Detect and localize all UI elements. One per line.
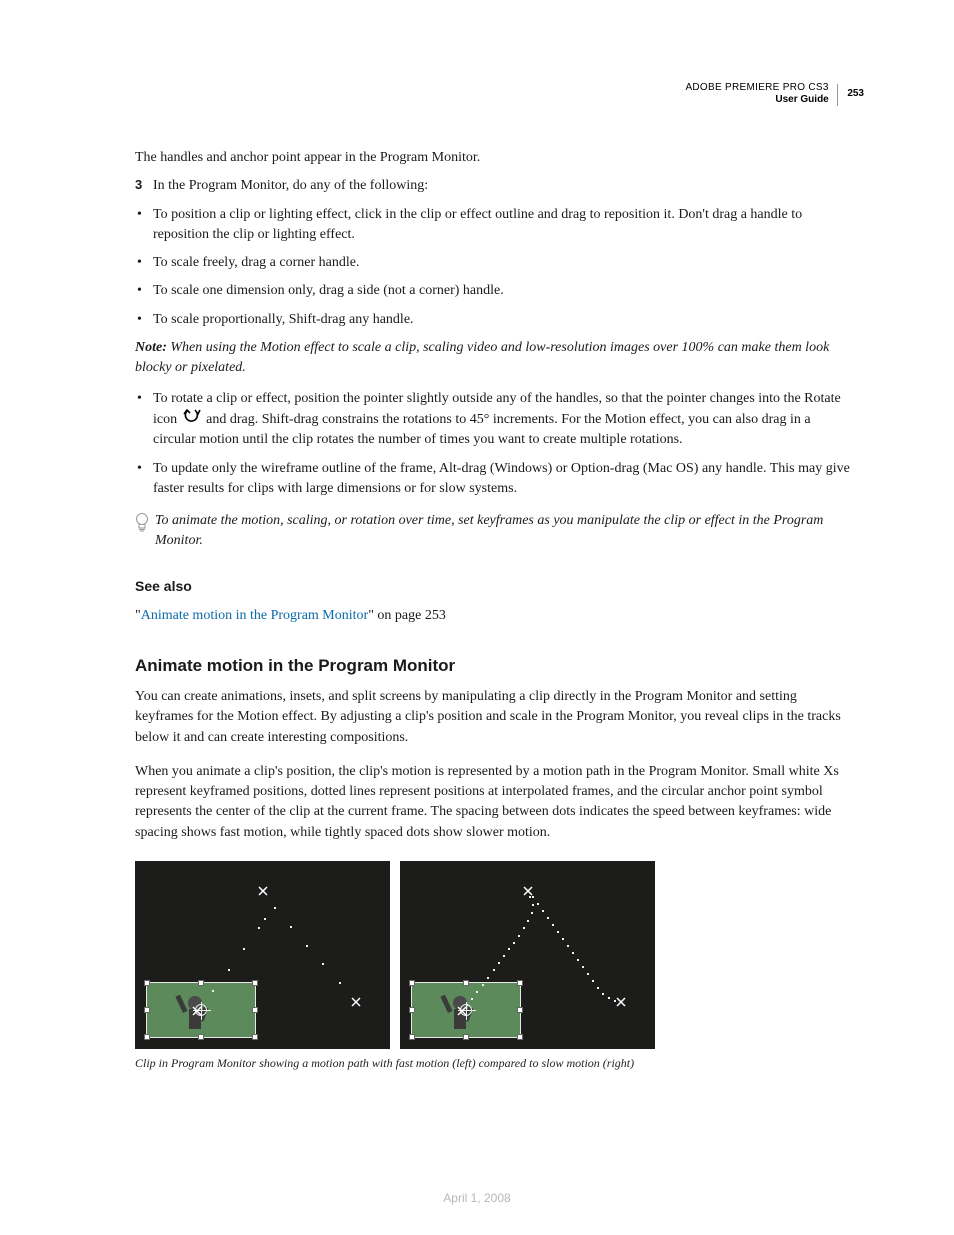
bullet-mark: • <box>135 253 153 273</box>
page-header: ADOBE PREMIERE PRO CS3 User Guide 253 <box>685 82 864 105</box>
header-divider <box>837 84 838 106</box>
motion-path-slow <box>400 861 655 1049</box>
intro-paragraph: The handles and anchor point appear in t… <box>135 148 855 168</box>
note-block: Note: When using the Motion effect to sc… <box>135 338 855 379</box>
paragraph: You can create animations, insets, and s… <box>135 687 855 748</box>
header-subtitle: User Guide <box>685 94 828 105</box>
bullet-text: To scale proportionally, Shift-drag any … <box>153 310 855 330</box>
tip-block: To animate the motion, scaling, or rotat… <box>135 511 855 552</box>
note-text: When using the Motion effect to scale a … <box>135 340 829 375</box>
section-heading: Animate motion in the Program Monitor <box>135 654 855 679</box>
bullet-item: • To scale one dimension only, drag a si… <box>135 281 855 301</box>
bullet-mark: • <box>135 310 153 330</box>
header-page-number: 253 <box>847 88 864 99</box>
bullet-text: To update only the wireframe outline of … <box>153 459 855 500</box>
header-product: ADOBE PREMIERE PRO CS3 <box>685 82 828 93</box>
footer-date: April 1, 2008 <box>0 1191 954 1205</box>
bullet-mark: • <box>135 205 153 246</box>
bullet-mark: • <box>135 459 153 500</box>
bullet-text: To position a clip or lighting effect, c… <box>153 205 855 246</box>
lightbulb-icon <box>135 511 155 552</box>
bullet-item: • To update only the wireframe outline o… <box>135 459 855 500</box>
figure-panel-fast <box>135 861 390 1049</box>
see-also-line: "Animate motion in the Program Monitor" … <box>135 606 855 626</box>
bullet-mark: • <box>135 281 153 301</box>
bullet-item: • To rotate a clip or effect, position t… <box>135 389 855 451</box>
bullet-item: • To position a clip or lighting effect,… <box>135 205 855 246</box>
bullet-item: • To scale proportionally, Shift-drag an… <box>135 310 855 330</box>
bullet-text: To scale freely, drag a corner handle. <box>153 253 855 273</box>
page-content: The handles and anchor point appear in t… <box>135 148 855 1072</box>
motion-path-fast <box>135 861 390 1049</box>
see-also-heading: See also <box>135 576 855 596</box>
figure-row <box>135 861 855 1049</box>
bullet-item: • To scale freely, drag a corner handle. <box>135 253 855 273</box>
bullet-rotate-post: and drag. Shift-drag constrains the rota… <box>153 412 811 447</box>
rotate-icon <box>183 409 201 430</box>
see-also-link[interactable]: Animate motion in the Program Monitor <box>141 608 368 623</box>
figure-caption: Clip in Program Monitor showing a motion… <box>135 1055 855 1072</box>
bullet-mark: • <box>135 389 153 451</box>
see-also-suffix: " on page 253 <box>368 608 446 623</box>
paragraph: When you animate a clip's position, the … <box>135 762 855 843</box>
figure-panel-slow <box>400 861 655 1049</box>
bullet-text: To scale one dimension only, drag a side… <box>153 281 855 301</box>
step-3: 3 In the Program Monitor, do any of the … <box>135 176 855 196</box>
tip-text: To animate the motion, scaling, or rotat… <box>155 511 855 552</box>
note-label: Note: <box>135 340 167 355</box>
step-text: In the Program Monitor, do any of the fo… <box>153 176 855 196</box>
step-number: 3 <box>135 176 153 196</box>
bullet-text: To rotate a clip or effect, position the… <box>153 389 855 451</box>
